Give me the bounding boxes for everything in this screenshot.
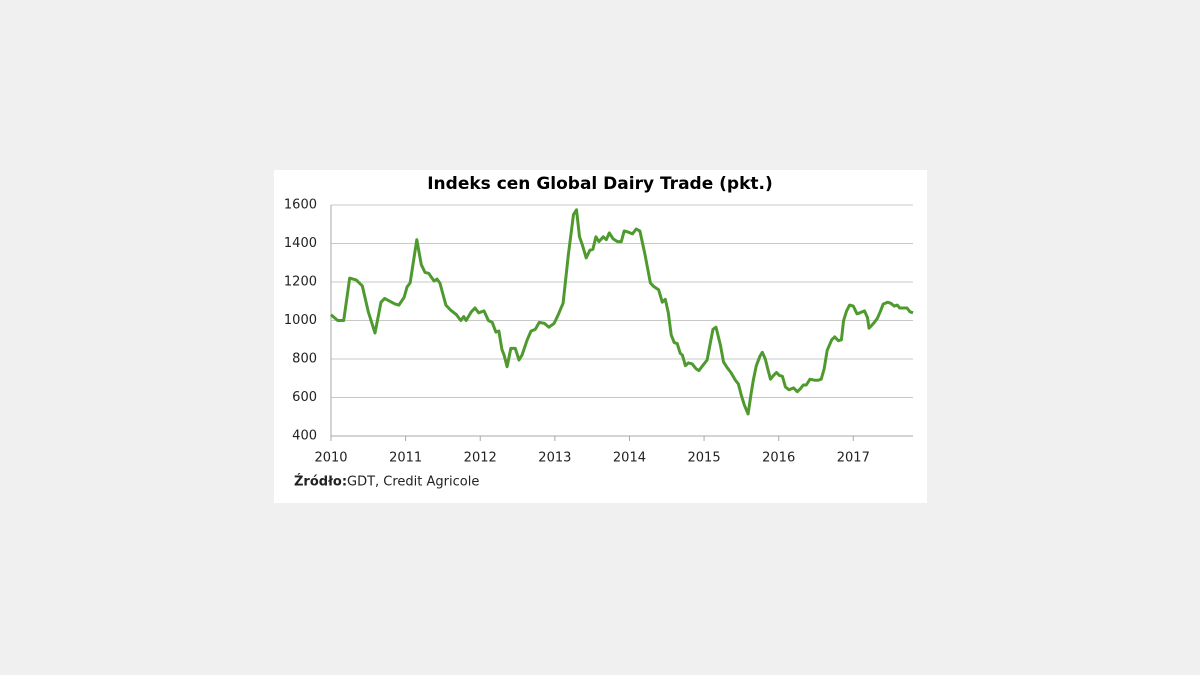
- y-tick-label: 1200: [284, 275, 317, 290]
- y-tick-label: 600: [292, 390, 317, 405]
- x-tick-label: 2010: [314, 451, 347, 466]
- x-tick-label: 2012: [464, 451, 497, 466]
- x-tick-label: 2016: [762, 451, 795, 466]
- x-tick-label: 2013: [538, 451, 571, 466]
- plot: 400 600 800 1000 1200 1400 1600 2010 2011 2012 201…: [284, 198, 914, 466]
- data-line: [330, 208, 914, 416]
- x-tick-label: 2017: [837, 451, 870, 466]
- x-tick-label: 2011: [389, 451, 422, 466]
- source: GDT, Credit Agricole: [347, 475, 479, 490]
- x-tick-label: 2015: [688, 451, 721, 466]
- y-tick-label: 400: [292, 429, 317, 444]
- y-tick-label: 1000: [284, 313, 317, 328]
- chart-title: Indeks cen Global Dairy Trade (pkt.): [427, 174, 773, 194]
- chart-card: [274, 170, 927, 503]
- x-tick-label: 2014: [613, 451, 646, 466]
- y-tick-label: 1600: [284, 198, 317, 213]
- y-tick-label: 800: [292, 352, 317, 367]
- source-label: Źródło:: [294, 474, 347, 490]
- y-tick-label: 1400: [284, 236, 317, 251]
